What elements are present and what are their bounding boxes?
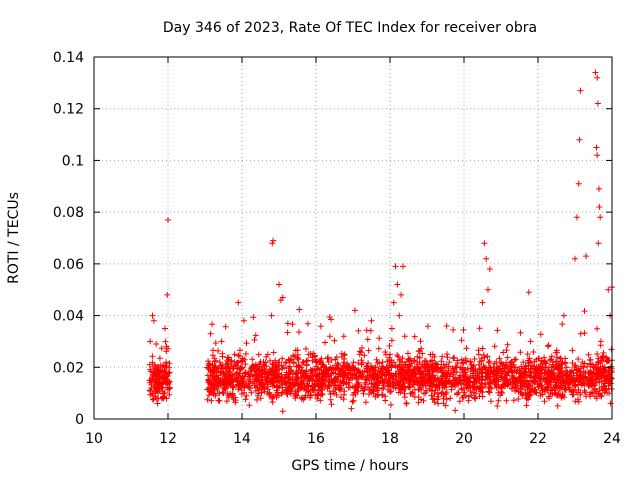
x-axis-label: GPS time / hours bbox=[291, 458, 408, 474]
y-tick-label: 0.12 bbox=[53, 102, 84, 118]
y-tick-label: 0.1 bbox=[62, 153, 84, 169]
y-tick-label: 0 bbox=[75, 412, 84, 428]
roti-markers bbox=[146, 69, 615, 415]
x-tick-label: 10 bbox=[85, 431, 103, 447]
y-tick-label: 0.04 bbox=[53, 309, 84, 325]
data-points bbox=[146, 69, 615, 415]
x-tick-label: 20 bbox=[455, 431, 473, 447]
x-tick-label: 14 bbox=[233, 431, 251, 447]
x-tick-label: 24 bbox=[603, 431, 621, 447]
y-tick-label: 0.08 bbox=[53, 205, 84, 221]
grid-layer bbox=[94, 57, 612, 419]
chart-title: Day 346 of 2023, Rate Of TEC Index for r… bbox=[163, 20, 537, 36]
y-axis-label: ROTI / TECUs bbox=[6, 192, 22, 284]
x-tick-label: 22 bbox=[529, 431, 547, 447]
plot-frame bbox=[93, 56, 613, 420]
x-tick-label: 18 bbox=[381, 431, 399, 447]
y-tick-label: 0.02 bbox=[53, 360, 84, 376]
axis-ticks: 0 0.02 0.04 0.06 0.08 0.1 0.12 0.14 10 12 14 16 18 20… bbox=[53, 50, 621, 447]
x-tick-label: 16 bbox=[307, 431, 325, 447]
x-tick-label: 12 bbox=[159, 431, 177, 447]
y-tick-label: 0.14 bbox=[53, 50, 84, 66]
y-tick-label: 0.06 bbox=[53, 257, 84, 273]
